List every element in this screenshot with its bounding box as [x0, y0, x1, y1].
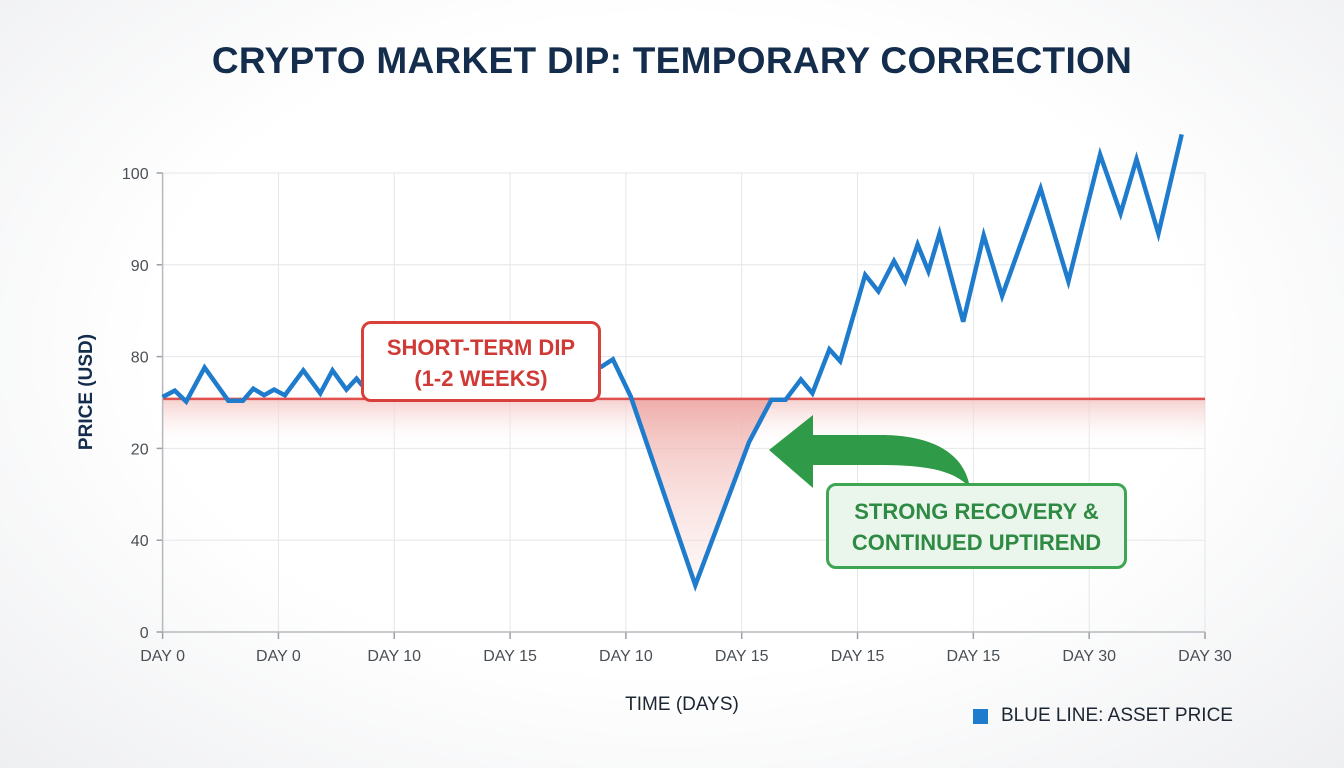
x-tick-label: DAY 15 [715, 648, 769, 665]
y-tick-label: 20 [131, 441, 149, 458]
y-tick-label: 100 [122, 166, 149, 183]
recovery-annotation: STRONG RECOVERY & CONTINUED UPTIREND [826, 483, 1127, 569]
x-tick-label: DAY 15 [947, 648, 1001, 665]
legend-swatch [973, 708, 988, 724]
legend-label: BLUE LINE: ASSET PRICE [1001, 705, 1233, 726]
curved-arrow-left-icon [769, 415, 970, 488]
x-tick-label: DAY 0 [256, 648, 301, 665]
y-axis-label: PRICE (USD) [76, 333, 97, 451]
x-tick-label: DAY 15 [483, 648, 537, 665]
y-tick-label: 80 [131, 350, 149, 367]
axes: 0 40 20 80 90 100 DAY 0 DAY 0 DAY 10 DAY 15 DAY 10… [122, 166, 1232, 665]
x-tick-label: DAY 10 [599, 648, 653, 665]
annotation-line: CONTINUED UPTIREND [851, 530, 1102, 555]
x-tick-label: DAY 15 [831, 648, 885, 665]
price-line-series [161, 133, 1184, 592]
annotation-line: STRONG RECOVERY & [854, 499, 1099, 524]
x-tick-label: DAY 10 [367, 648, 421, 665]
y-tick-label: 0 [140, 625, 149, 642]
annotation-line: (1-2 WEEKS) [414, 366, 548, 391]
annotation-line: SHORT-TERM DIP [386, 335, 576, 360]
legend: BLUE LINE: ASSET PRICE [973, 705, 1233, 727]
x-tick-label: DAY 30 [1178, 648, 1232, 665]
y-tick-label: 40 [131, 533, 149, 550]
x-tick-label: DAY 30 [1062, 648, 1116, 665]
chart-title: CRYPTO MARKET DIP: TEMPORARY CORRECTION [211, 40, 1133, 81]
short-term-dip-annotation: SHORT-TERM DIP (1-2 WEEKS) [361, 321, 601, 402]
x-axis-label: TIME (DAYS) [625, 694, 739, 715]
x-tick-label: DAY 0 [140, 648, 185, 665]
y-tick-label: 90 [131, 258, 149, 275]
